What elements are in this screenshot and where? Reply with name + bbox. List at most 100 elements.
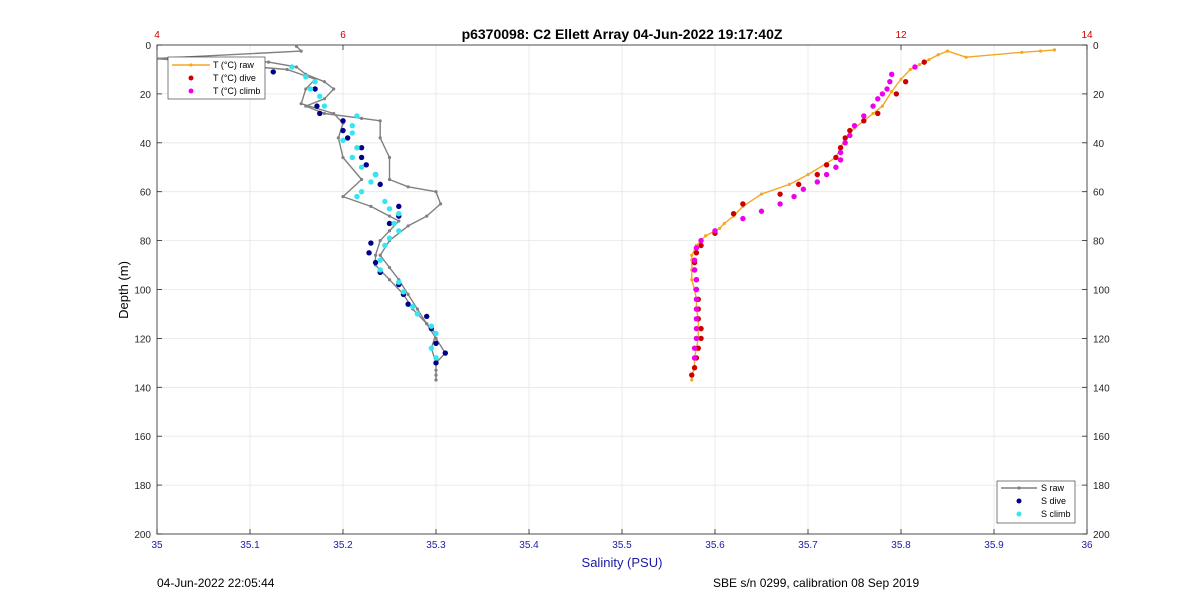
legend-s-dive-marker — [1016, 498, 1022, 504]
s-dive-point — [358, 154, 365, 161]
s-climb-point — [349, 130, 355, 136]
y-tick-label-left: 80 — [140, 237, 152, 248]
t-c-raw-point — [1038, 49, 1043, 53]
s-dive-point — [368, 240, 374, 246]
s-climb-point — [396, 228, 402, 234]
s-raw-point — [299, 49, 303, 53]
legend-s-dive-label: S dive — [1041, 496, 1066, 506]
legend-temperature-box — [167, 56, 266, 100]
s-climb-point — [303, 74, 309, 80]
s-raw-point — [425, 214, 429, 218]
t-c-climb-point — [870, 103, 876, 109]
s-raw-point — [415, 307, 419, 311]
s-raw-point — [387, 214, 392, 218]
t-c-raw-point — [1052, 48, 1057, 52]
t-c-climb-point — [712, 228, 718, 234]
t-c-climb-point — [800, 186, 807, 192]
s-dive-point — [363, 162, 369, 168]
s-climb-point — [289, 64, 295, 70]
t-c-climb-point — [875, 96, 881, 102]
legend-t-dive-label: T (°C) dive — [213, 73, 256, 83]
y-tick-label-left: 100 — [134, 286, 151, 297]
x2-tick-label: 14 — [1081, 30, 1093, 41]
s-climb-point — [312, 78, 318, 85]
t-c-dive-point — [730, 211, 737, 217]
t-c-dive-point — [842, 135, 848, 141]
x-tick-label: 36 — [1081, 540, 1093, 551]
s-climb-point — [372, 171, 379, 178]
t-c-raw-point — [806, 172, 810, 177]
y-tick-label-left: 200 — [134, 530, 151, 541]
s-climb-point — [400, 289, 407, 295]
x-tick-label: 35.8 — [891, 540, 911, 551]
y-tick-label-right: 20 — [1093, 90, 1105, 101]
t-c-dive-point — [689, 372, 695, 378]
s-raw-point — [332, 87, 336, 91]
axis-ticks — [156, 44, 1088, 535]
t-c-climb-point — [777, 201, 783, 207]
s-raw-point — [434, 190, 438, 194]
t-c-raw-point — [690, 278, 694, 282]
x-tick-label: 35.2 — [333, 540, 353, 551]
t-c-dive-point — [691, 365, 698, 371]
legend-t-raw-marker — [189, 63, 193, 67]
s-climb-point — [368, 179, 374, 185]
t-c-dive-point — [777, 191, 783, 197]
s-dive-point — [358, 144, 365, 151]
t-c-dive-point — [695, 345, 701, 351]
t-c-climb-point — [842, 140, 848, 146]
x-tick-label: 35.6 — [705, 540, 725, 551]
y-tick-label-right: 100 — [1093, 286, 1110, 297]
footer-calibration-note: SBE s/n 0299, calibration 08 Sep 2019 — [713, 576, 920, 590]
s-raw-point — [285, 67, 289, 72]
t-c-dive-point — [833, 154, 839, 161]
t-c-dive-point — [693, 250, 700, 256]
y-tick-label-left: 120 — [134, 334, 151, 345]
t-c-climb-point — [837, 149, 844, 156]
s-raw-point — [387, 278, 392, 282]
t-c-climb-point — [758, 208, 765, 214]
t-c-raw-point — [964, 55, 968, 59]
s-raw-point — [406, 224, 410, 228]
s-dive-point — [372, 259, 379, 266]
s-raw-point — [294, 65, 299, 69]
t-c-raw-point — [936, 53, 940, 57]
s-climb-point — [354, 144, 360, 151]
y-tick-label-left: 60 — [140, 188, 152, 199]
s-climb-point — [414, 311, 421, 317]
y-tick-label-right: 80 — [1093, 237, 1105, 248]
t-c-dive-point — [823, 162, 830, 168]
legend-salinity: S raw S dive S climb — [996, 480, 1076, 524]
t-c-climb-point — [693, 277, 700, 283]
s-climb-point — [391, 220, 397, 227]
s-climb-point — [358, 189, 365, 195]
t-c-climb-point — [693, 245, 700, 251]
data-series — [157, 45, 1057, 382]
y-tick-label-right: 60 — [1093, 188, 1105, 199]
y-tick-label-right: 0 — [1093, 41, 1099, 52]
legend-s-raw-marker — [1017, 486, 1021, 490]
t-c-climb-point — [847, 132, 853, 139]
t-c-climb-point — [887, 78, 893, 85]
legend-temperature: T (°C) raw T (°C) dive T (°C) climb — [167, 56, 266, 100]
s-dive-point — [377, 181, 383, 188]
t-c-dive-point — [698, 242, 704, 249]
t-c-raw-point — [899, 77, 903, 81]
y-tick-label-left: 20 — [140, 90, 152, 101]
s-climb-point — [377, 267, 383, 273]
s-raw-point — [387, 265, 392, 270]
s-climb-point — [317, 93, 323, 100]
t-c-raw-point — [918, 62, 922, 67]
s-raw-point — [332, 111, 336, 116]
y-tick-label-right: 120 — [1093, 334, 1110, 345]
x2-tick-label: 12 — [895, 30, 907, 41]
s-dive-point — [442, 350, 448, 356]
s-raw-point — [387, 177, 392, 182]
s-climb-point — [433, 355, 439, 361]
s-climb-point — [410, 303, 416, 310]
s-raw-point — [157, 57, 159, 61]
s-raw-point — [299, 102, 303, 106]
t-c-climb-point — [693, 335, 700, 342]
s-raw-point — [434, 378, 438, 382]
t-c-raw-point — [1020, 50, 1024, 54]
